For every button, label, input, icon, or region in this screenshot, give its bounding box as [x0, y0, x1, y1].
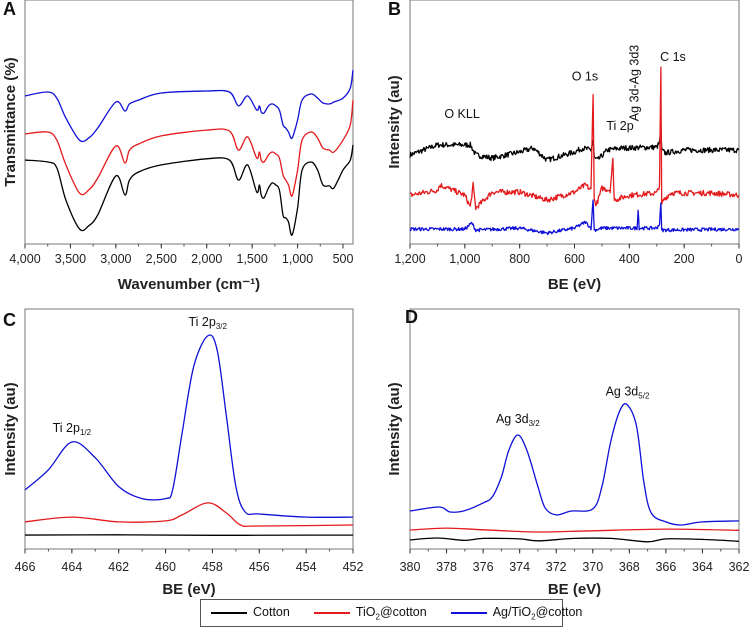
x-tick-label: 368: [619, 560, 640, 574]
legend-item-cotton: Cotton: [211, 605, 290, 622]
annotation-text: Ag 3d: [496, 412, 529, 426]
series-line-ag-tio2-cotton: [24, 69, 354, 143]
legend-item-ag-tio2-cotton: Ag/TiO2@cotton: [450, 604, 583, 622]
legend-label: TiO2@cotton: [355, 604, 427, 622]
x-tick-label: 1,000: [282, 252, 313, 266]
x-tick-label: 464: [61, 560, 82, 574]
x-tick-label: 1,500: [237, 252, 268, 266]
x-axis-label: Wavenumber (cm⁻¹): [118, 276, 260, 293]
panel-letter: A: [3, 0, 16, 19]
annotation-text: Ag 3d-Ag 3d3: [628, 45, 642, 121]
annotation-text: Ag 3d: [606, 384, 639, 398]
legend-item-tio2-cotton: TiO2@cotton: [313, 604, 427, 622]
peak-annotation: Ti 2p1/2: [53, 421, 92, 437]
annotation-subscript: 5/2: [638, 391, 650, 400]
panel-letter: B: [388, 0, 401, 19]
x-tick-label: 364: [692, 560, 713, 574]
series-line-cotton: [409, 126, 740, 163]
x-tick-label: 466: [15, 560, 36, 574]
peak-annotation: Ag 3d3/2: [496, 412, 540, 428]
x-tick-label: 454: [296, 560, 317, 574]
series-line-tio2-cotton: [24, 99, 354, 197]
x-tick-label: 460: [155, 560, 176, 574]
annotation-subscript: 1/2: [80, 428, 92, 437]
panel-A: A 4,000 3,500 3,000 2,500 2,000 1,500 1,000 500 W…: [2, 0, 354, 293]
legend-swatch: [313, 612, 350, 614]
x-tick-label: 362: [729, 560, 750, 574]
series-line-cotton: [24, 144, 354, 236]
legend-label: Ag/TiO2@cotton: [492, 604, 583, 622]
x-tick-label: 378: [436, 560, 457, 574]
legend-label: Cotton: [253, 604, 290, 619]
x-tick-label: 380: [400, 560, 421, 574]
x-tick-label: 370: [582, 560, 603, 574]
panel-letter: C: [3, 310, 16, 330]
x-tick-label: 500: [333, 252, 354, 266]
legend-swatch: [450, 612, 487, 614]
annotation-text: Ti 2p: [189, 315, 216, 329]
annotation-text: C 1s: [660, 50, 686, 64]
x-tick-label: 456: [249, 560, 270, 574]
annotation-text: Ti 2p: [53, 421, 80, 435]
x-tick-label: 452: [343, 560, 364, 574]
x-tick-label: 1,200: [394, 252, 425, 266]
legend-swatch: [211, 612, 247, 614]
x-tick-label: 200: [674, 252, 695, 266]
legend: Cotton TiO2@cotton Ag/TiO2@cotton: [200, 599, 582, 627]
x-tick-label: 462: [108, 560, 129, 574]
x-tick-label: 374: [509, 560, 530, 574]
series-line-cotton: [24, 534, 354, 536]
x-axis-label: BE (eV): [548, 276, 601, 293]
series-line-tio2-cotton: [409, 66, 740, 211]
x-tick-label: 2,000: [191, 252, 222, 266]
plot-frame: [409, 0, 740, 245]
x-tick-label: 1,000: [449, 252, 480, 266]
panel-D: D 380 378 376 374 372 370 368 366 364 362 BE (eV) In…: [386, 307, 749, 598]
x-axis-label: BE (eV): [548, 581, 601, 598]
annotation-text: O KLL: [444, 107, 479, 121]
x-tick-label: 800: [509, 252, 530, 266]
x-tick-label: 458: [202, 560, 223, 574]
annotation-text: O 1s: [572, 70, 598, 84]
peak-annotation: Ag 3d-Ag 3d3: [628, 45, 642, 121]
x-tick-label: 3,000: [100, 252, 131, 266]
plot-frame: [409, 308, 740, 550]
peak-annotation: O KLL: [444, 107, 479, 121]
panel-B: B 1,200 1,000 800 600 400 200 0 BE (eV) Intensity…: [386, 0, 743, 293]
series-line-ag-tio2-cotton: [24, 334, 354, 518]
peak-annotation: Ti 2p: [606, 119, 633, 133]
peak-annotation: O 1s: [572, 70, 598, 84]
panel-letter: D: [405, 307, 418, 327]
x-tick-label: 4,000: [9, 252, 40, 266]
series-line-cotton: [409, 537, 740, 543]
x-axis-label: BE (eV): [162, 581, 215, 598]
x-tick-label: 2,500: [146, 252, 177, 266]
annotation-subscript: 3/2: [529, 419, 541, 428]
series-line-tio2-cotton: [409, 527, 740, 533]
series-line-ag-tio2-cotton: [409, 199, 740, 236]
x-tick-label: 372: [546, 560, 567, 574]
plot-frame: [24, 0, 354, 245]
x-tick-label: 3,500: [55, 252, 86, 266]
panel-C: C 466 464 462 460 458 456 454 452 BE (eV) Intensit…: [2, 308, 364, 598]
x-tick-label: 400: [619, 252, 640, 266]
x-tick-label: 376: [473, 560, 494, 574]
x-tick-label: 0: [736, 252, 743, 266]
annotation-subscript: 3/2: [216, 322, 228, 331]
y-axis-label: Intensity (au): [386, 382, 403, 475]
y-axis-label: Intensity (au): [2, 382, 19, 475]
peak-annotation: Ti 2p3/2: [189, 315, 228, 331]
x-tick-label: 600: [564, 252, 585, 266]
series-line-tio2-cotton: [24, 502, 354, 527]
peak-annotation: Ag 3d5/2: [606, 384, 650, 400]
series-line-ag-tio2-cotton: [409, 403, 740, 526]
y-axis-label: Transmittance (%): [2, 57, 19, 186]
peak-annotation: C 1s: [660, 50, 686, 64]
y-axis-label: Intensity (au): [386, 75, 403, 168]
annotation-text: Ti 2p: [606, 119, 633, 133]
x-tick-label: 366: [655, 560, 676, 574]
